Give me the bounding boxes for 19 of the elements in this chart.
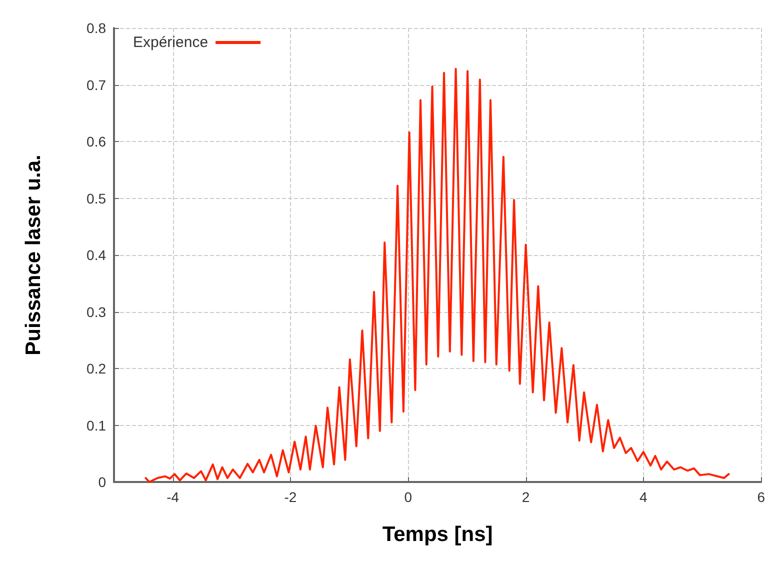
y-tick-label: 0 [98, 474, 106, 490]
x-tick-label: -4 [166, 489, 180, 505]
y-tick-label: 0.8 [86, 20, 106, 36]
x-tick-label: 6 [757, 489, 766, 505]
line-series [144, 68, 730, 483]
y-axis-title: Puissance laser u.a. [22, 154, 45, 356]
x-tick-label: 0 [404, 489, 412, 505]
x-tick-label: -2 [284, 489, 297, 505]
y-tick-label: 0.6 [86, 134, 106, 150]
y-tick-label: 0.1 [86, 417, 106, 434]
y-tick-label: 0.4 [86, 247, 106, 263]
legend-label: Expérience [132, 34, 208, 51]
x-axis-title: Temps [ns] [382, 523, 493, 546]
y-tick-label: 0.7 [86, 76, 106, 93]
x-tick-label: 4 [640, 489, 648, 505]
y-tick-label: 0.5 [86, 190, 106, 206]
y-tick-label: 0.2 [86, 360, 106, 376]
x-tick-label: 2 [522, 489, 530, 505]
y-tick-label: 0.3 [86, 304, 106, 320]
